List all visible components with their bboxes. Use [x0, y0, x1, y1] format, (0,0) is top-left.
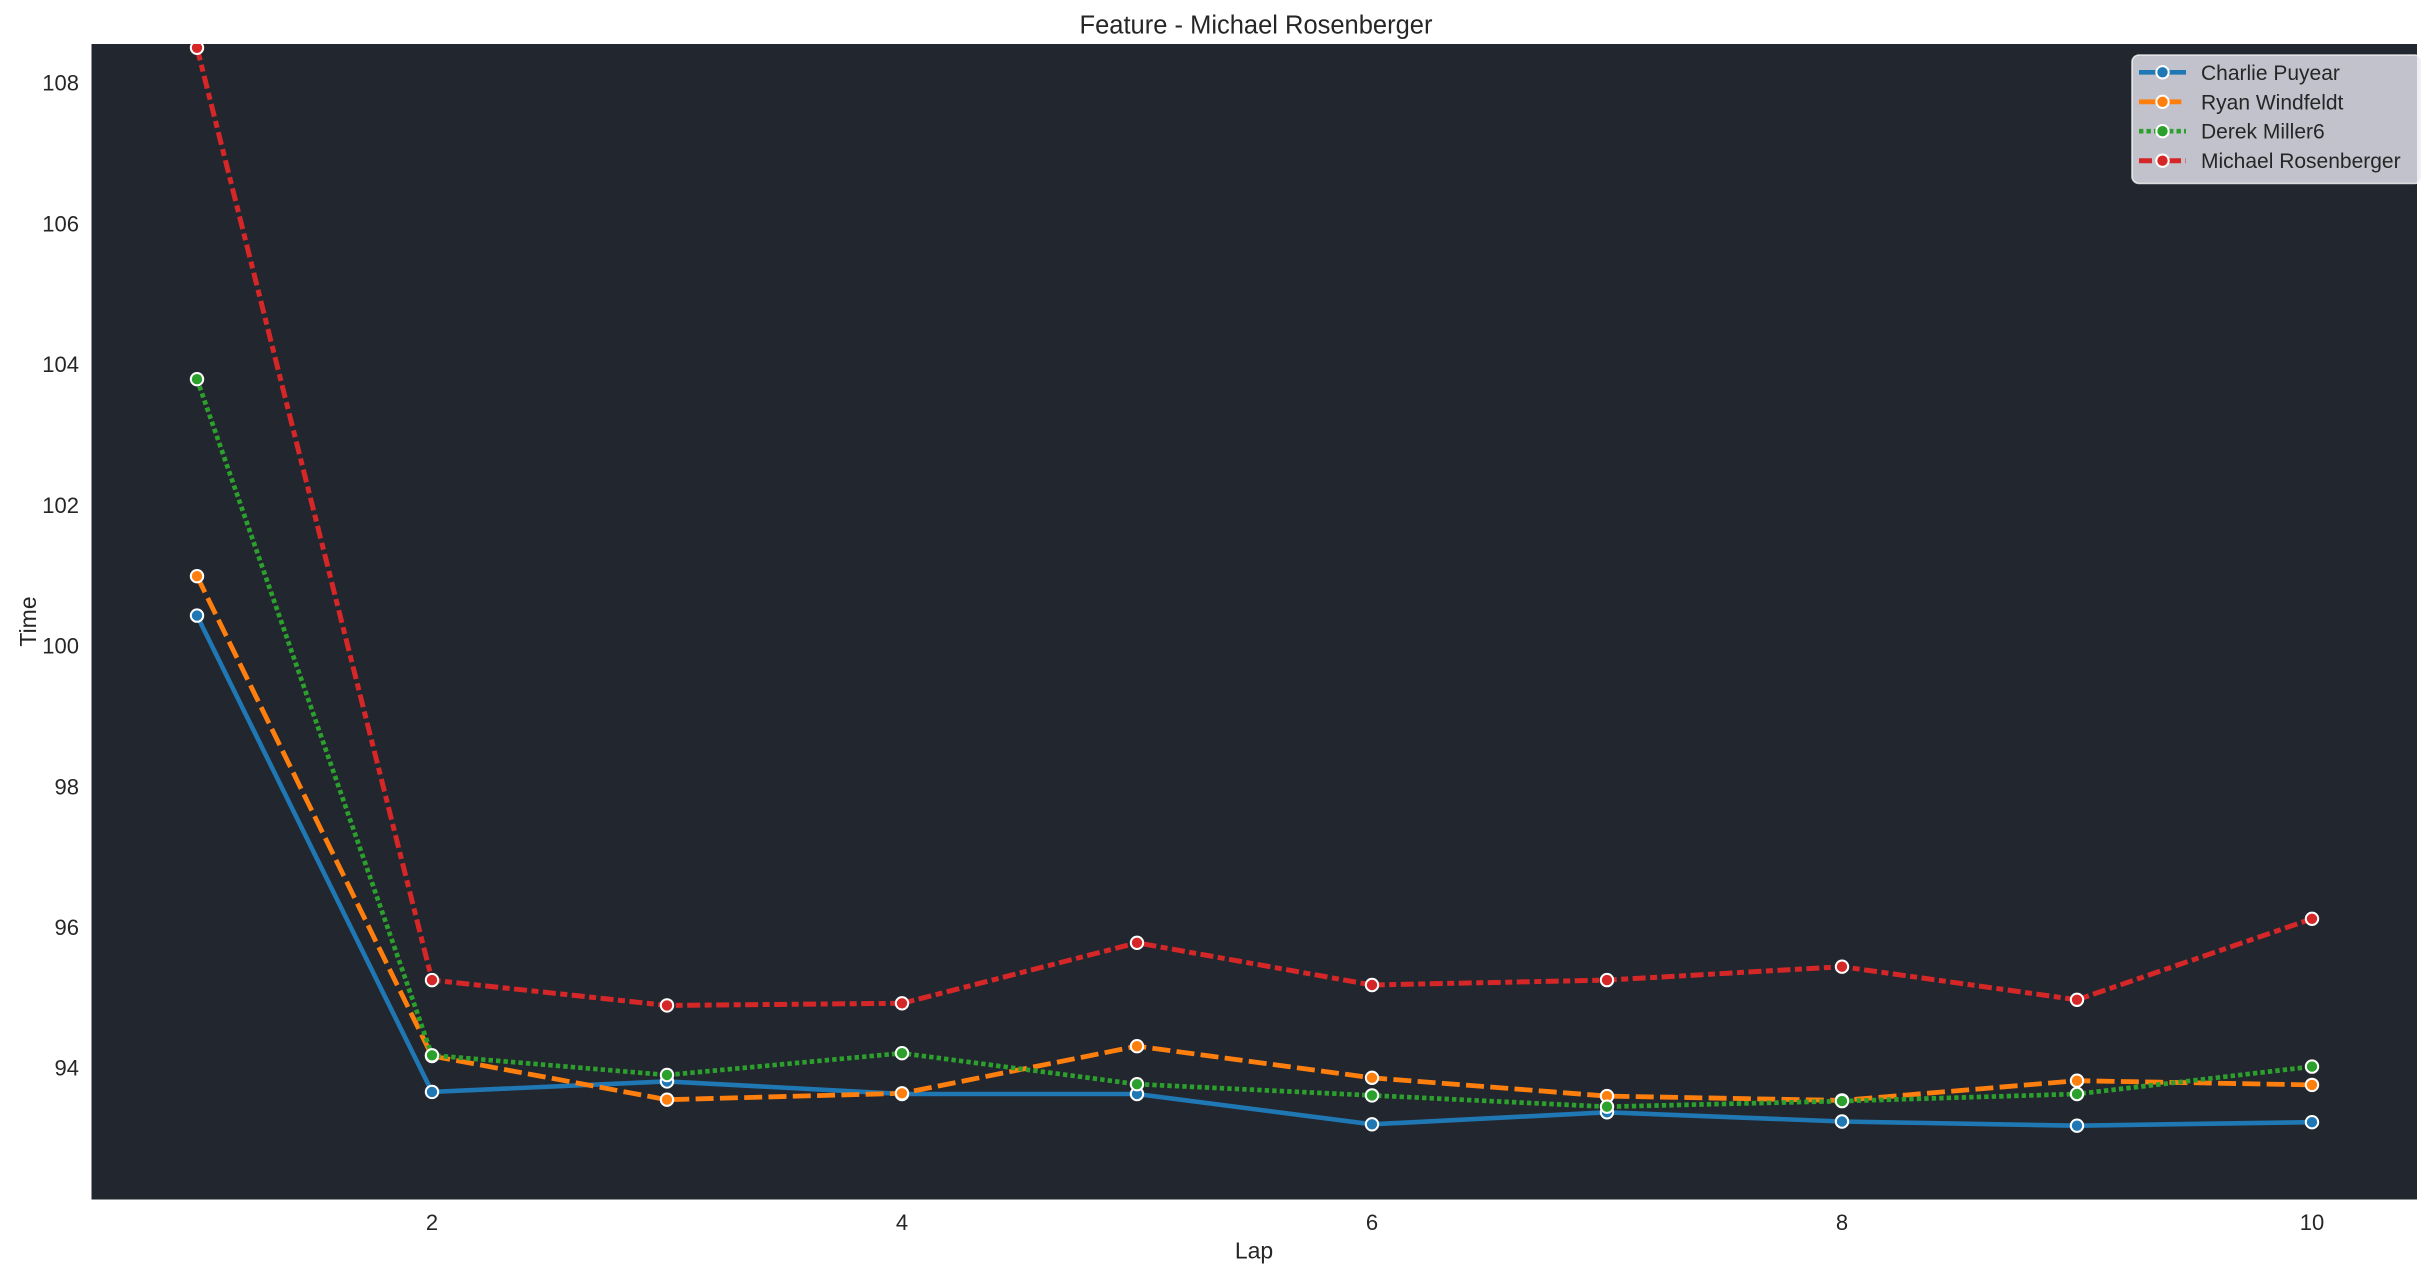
- svg-text:Ryan Windfeldt: Ryan Windfeldt: [2201, 91, 2344, 114]
- svg-text:Lap: Lap: [1235, 1238, 1273, 1264]
- svg-text:100: 100: [42, 634, 79, 659]
- svg-text:98: 98: [55, 774, 79, 799]
- svg-text:4: 4: [896, 1210, 908, 1235]
- svg-text:96: 96: [55, 915, 79, 940]
- svg-text:Feature - Michael Rosenberger: Feature - Michael Rosenberger: [1080, 12, 1433, 40]
- svg-text:104: 104: [42, 352, 79, 377]
- svg-text:106: 106: [42, 211, 79, 236]
- svg-text:6: 6: [1366, 1210, 1378, 1235]
- svg-text:Derek Miller6: Derek Miller6: [2201, 121, 2325, 144]
- svg-text:94: 94: [55, 1056, 79, 1081]
- svg-text:108: 108: [42, 71, 79, 96]
- svg-text:8: 8: [1836, 1210, 1848, 1235]
- svg-text:Time: Time: [15, 596, 41, 646]
- svg-text:Michael Rosenberger: Michael Rosenberger: [2201, 150, 2401, 173]
- svg-text:10: 10: [2300, 1210, 2324, 1235]
- svg-text:Charlie Puyear: Charlie Puyear: [2201, 62, 2340, 85]
- svg-text:2: 2: [426, 1210, 438, 1235]
- svg-text:102: 102: [42, 493, 79, 518]
